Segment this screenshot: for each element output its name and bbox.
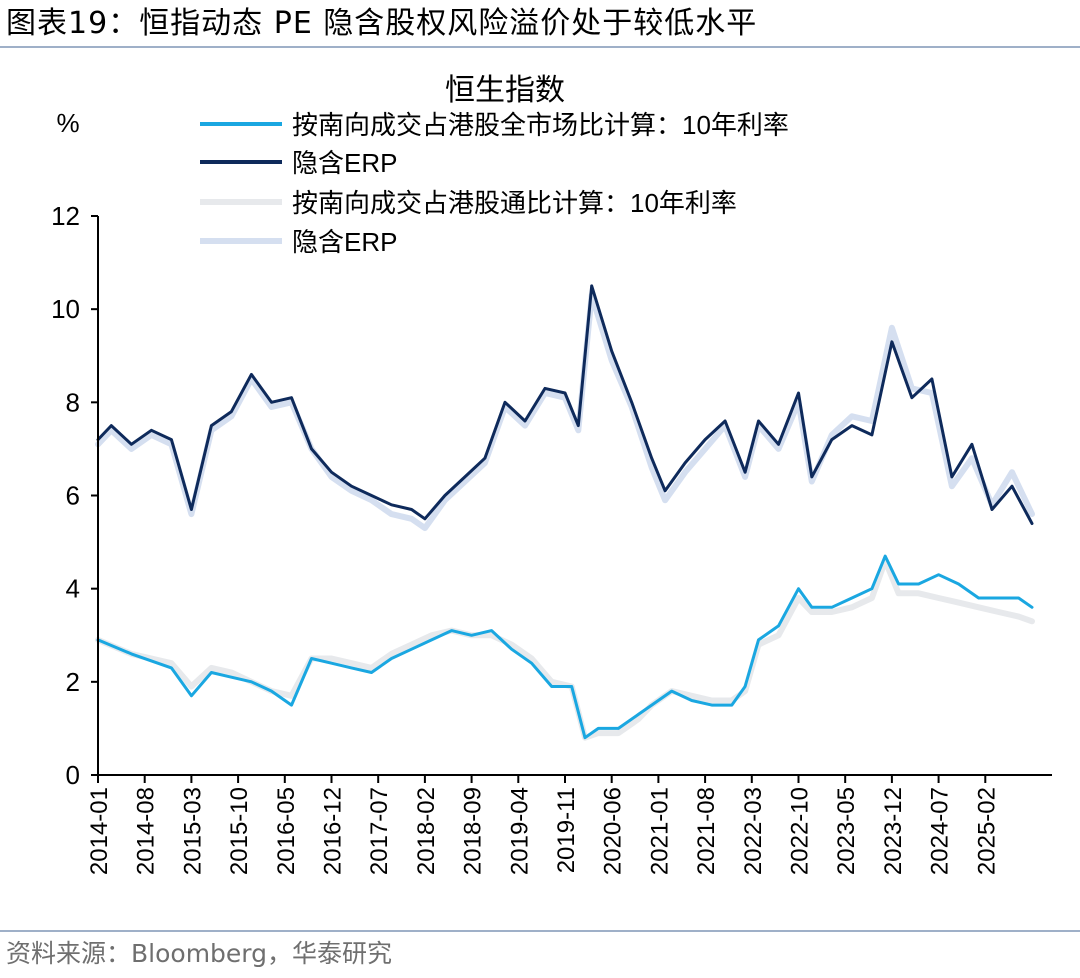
x-tick-label-6: 2017-07 [366, 787, 393, 875]
x-tick-label-5: 2016-12 [319, 787, 346, 875]
x-tick-label-13: 2021-08 [693, 787, 720, 875]
x-tick-label-2: 2015-03 [179, 787, 206, 875]
source-rule [0, 930, 1080, 932]
x-tick-label-11: 2020-06 [600, 787, 627, 875]
x-tick-label-15: 2022-10 [786, 787, 813, 875]
axes-layer: 0 2 4 6 8 10 12 2014-01 2014-08 2015-03 2015-10 201… [51, 201, 1052, 875]
x-tick-label-16: 2023-05 [833, 787, 860, 875]
x-tick-label-14: 2022-03 [740, 787, 767, 875]
series-line-3 [95, 557, 1035, 741]
x-tick-label-4: 2016-05 [273, 787, 300, 875]
figure-label: 图表19： [6, 6, 140, 41]
x-tick-label-3: 2015-10 [226, 787, 253, 875]
legend-label-1: 按南向成交占港股全市场比计算：10年利率 [292, 110, 789, 140]
x-tick-label-18: 2024-07 [927, 787, 954, 875]
legend-label-4: 隐含ERP [292, 227, 397, 257]
chart-title: 恒生指数 [445, 74, 565, 107]
x-tick-label-1: 2014-08 [133, 787, 160, 875]
series-line-4 [95, 292, 1035, 532]
y-tick-label-6: 12 [51, 201, 80, 231]
y-tick-label-5: 10 [51, 294, 80, 324]
x-tick-label-10: 2019-11 [553, 787, 580, 873]
legend-label-2: 隐含ERP [292, 148, 397, 178]
y-tick-label-3: 6 [66, 481, 80, 511]
source-note: 资料来源：Bloomberg，华泰研究 [6, 939, 392, 968]
figure-title-text: 恒指动态 PE 隐含股权风险溢价处于较低水平 [139, 6, 758, 41]
y-tick-label-0: 0 [66, 760, 80, 790]
series-layer [95, 284, 1035, 741]
y-tick-label-1: 2 [66, 667, 80, 697]
x-tick-label-0: 2014-01 [86, 787, 113, 875]
y-axis-label: % [56, 108, 79, 138]
line-chart: 恒生指数 % 按南向成交占港股全市场比计算：10年利率隐含ERP按南向成交占港股… [51, 74, 1052, 875]
y-tick-label-4: 8 [66, 387, 80, 417]
y-tick-label-2: 4 [66, 574, 80, 604]
series-line-2 [96, 284, 1034, 525]
x-tick-label-12: 2021-01 [646, 787, 673, 875]
x-tick-label-7: 2018-02 [413, 787, 440, 875]
x-tick-label-17: 2023-12 [880, 787, 907, 875]
series-line-1 [96, 554, 1034, 740]
legend-label-3: 按南向成交占港股通比计算：10年利率 [292, 188, 737, 218]
x-tick-label-8: 2018-09 [460, 787, 487, 875]
x-tick-label-9: 2019-04 [506, 787, 533, 875]
figure-title: 图表19：恒指动态 PE 隐含股权风险溢价处于较低水平 [6, 4, 757, 44]
title-rule [0, 46, 1080, 48]
x-tick-label-19: 2025-02 [973, 787, 1000, 875]
